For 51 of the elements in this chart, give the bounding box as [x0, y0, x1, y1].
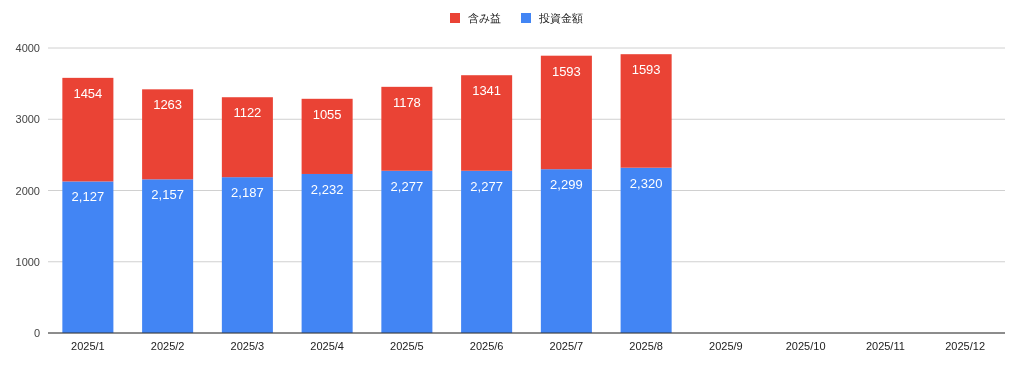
y-tick-label: 0	[33, 327, 40, 339]
data-label: 1593	[551, 63, 581, 79]
y-tick-label: 2000	[15, 184, 40, 197]
bar	[620, 54, 672, 168]
bar	[461, 75, 513, 171]
x-tick-label: 2025/11	[865, 340, 905, 352]
x-tick-label: 2025/10	[785, 340, 826, 352]
data-label: 2,277	[470, 178, 503, 194]
data-label: 2,187	[231, 185, 264, 201]
data-label: 1263	[153, 97, 183, 113]
data-label: 2,277	[390, 178, 424, 194]
legend-label: 含み益	[468, 12, 501, 24]
x-tick-label: 2025/9	[709, 340, 743, 352]
bar	[301, 98, 353, 174]
x-tick-label: 2025/1	[71, 340, 105, 352]
y-tick-label: 3000	[15, 113, 40, 126]
bar	[142, 179, 194, 333]
bar	[620, 167, 672, 333]
bar	[221, 177, 273, 333]
data-label: 1454	[73, 85, 103, 101]
x-tick-label: 2025/4	[310, 340, 344, 352]
x-tick-label: 2025/12	[945, 340, 986, 352]
y-tick-label: 4000	[15, 42, 40, 54]
bar	[62, 181, 114, 333]
x-tick-label: 2025/3	[230, 340, 265, 352]
bar	[540, 55, 592, 170]
x-tick-label: 2025/7	[549, 340, 584, 352]
bar	[540, 169, 592, 333]
bar	[142, 89, 194, 180]
bar	[301, 173, 353, 333]
x-tick-label: 2025/6	[469, 340, 504, 352]
bar	[381, 86, 433, 171]
data-label: 2,299	[550, 177, 583, 193]
data-label: 1593	[631, 62, 661, 78]
x-tick-label: 2025/8	[629, 340, 663, 352]
data-label: 2,320	[629, 175, 663, 191]
data-label: 1178	[392, 94, 421, 110]
data-label: 2,127	[71, 189, 105, 205]
x-tick-label: 2025/5	[390, 340, 424, 352]
y-tick-label: 1000	[15, 255, 40, 268]
data-label: 1341	[472, 83, 502, 99]
data-label: 2,232	[310, 181, 344, 197]
legend-label: 投資金額	[538, 12, 583, 24]
bar	[62, 77, 114, 182]
data-label: 2,157	[151, 187, 184, 203]
bar	[381, 170, 433, 333]
bar	[461, 170, 513, 333]
bar	[221, 97, 273, 178]
data-label: 1122	[233, 105, 262, 121]
data-label: 1055	[312, 106, 342, 122]
x-tick-label: 2025/2	[150, 340, 185, 352]
